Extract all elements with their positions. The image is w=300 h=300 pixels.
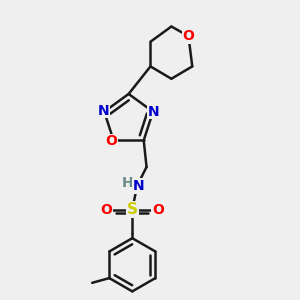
Text: H: H xyxy=(122,176,134,190)
Text: N: N xyxy=(148,105,160,119)
Text: O: O xyxy=(152,203,164,217)
Text: S: S xyxy=(127,202,138,217)
Text: N: N xyxy=(98,104,109,118)
Text: O: O xyxy=(101,203,112,217)
Text: O: O xyxy=(106,134,118,148)
Text: O: O xyxy=(182,29,194,43)
Text: N: N xyxy=(133,179,145,193)
